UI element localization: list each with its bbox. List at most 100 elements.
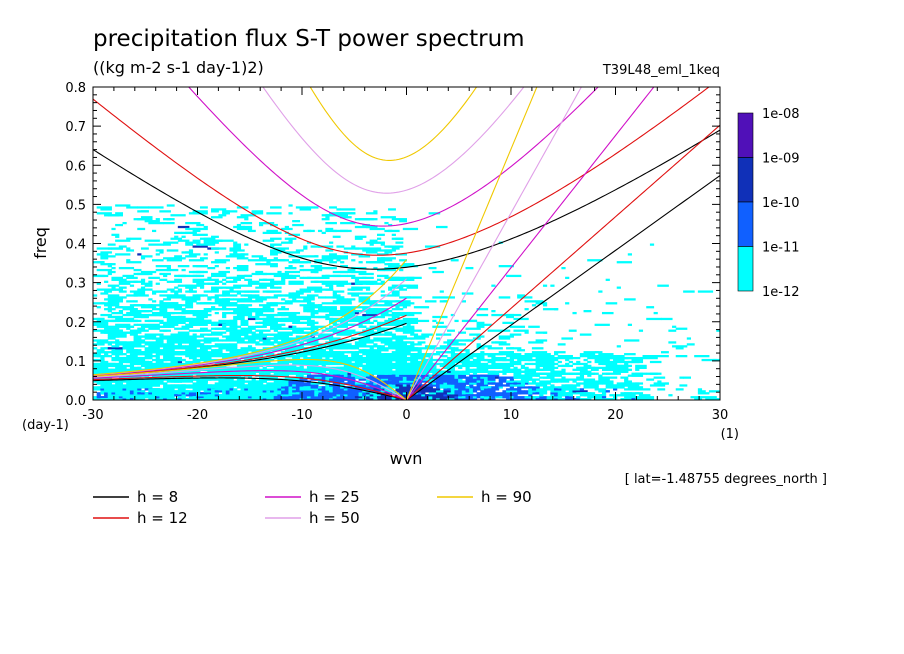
spectrum-cell [214,274,227,278]
spectrum-cell [222,353,234,356]
spectrum-cell [354,278,360,281]
spectrum-cell [270,280,286,283]
spectrum-cell [247,347,253,350]
spectrum-cell [362,313,378,317]
spectrum-cell [122,280,138,283]
spectrum-cell [306,294,319,297]
spectrum-cell [498,265,514,268]
spectrum-cell [199,286,205,289]
spectrum-cell [310,229,315,233]
spectrum-cell [255,329,271,332]
spectrum-cell [163,325,175,328]
spectrum-cell [380,216,396,219]
spectrum-cell [432,388,437,391]
spectrum-cell [469,339,474,342]
spectrum-cell [225,337,242,340]
spectrum-cell [369,356,378,360]
spectrum-cell [590,368,596,371]
spectrum-cell [314,290,323,293]
spectrum-cell [196,315,208,319]
spectrum-cell [281,241,293,244]
spectrum-cell [317,356,323,360]
spectrum-cell [317,370,326,373]
spectrum-cell [188,325,194,328]
spectrum-cell [140,335,153,338]
spectrum-cell [365,327,371,330]
spectrum-cell [509,347,522,350]
spectrum-cell [118,290,127,293]
spectrum-cell [310,288,323,291]
spectrum-cell [203,396,208,399]
spectrum-cell [144,392,149,395]
spectrum-cell [554,390,559,393]
spectrum-cell [133,398,138,400]
spectrum-cell [517,374,522,377]
spectrum-cell [299,315,315,319]
spectrum-cell [192,323,197,326]
spectrum-cell [340,343,345,346]
spectrum-cell [317,308,330,311]
spectrum-cell [384,259,393,262]
spectrum-cell [255,286,264,289]
spectrum-cell [115,355,120,358]
spectrum-cell [321,218,330,221]
spectrum-cell [531,390,537,393]
spectrum-cell [561,266,566,270]
spectrum-cell [214,396,219,399]
spectrum-cell [244,274,253,278]
spectrum-cell [340,366,345,369]
spectrum-cell [531,368,544,371]
spectrum-cell [211,208,227,211]
spectrum-cell [491,396,496,399]
spectrum-cell [166,311,171,315]
spectrum-cell [495,386,500,389]
spectrum-cell [384,343,396,346]
spectrum-cell [111,286,116,289]
spectrum-cell [174,257,186,260]
spectrum-cell [218,214,227,217]
spectrum-cell [329,325,334,328]
spectrum-cell [498,351,514,354]
spectrum-cell [93,388,105,391]
spectrum-cell [506,274,522,278]
spectrum-cell [583,392,592,395]
spectrum-cell [292,259,301,262]
spectrum-cell [240,333,245,336]
spectrum-cell [535,374,540,377]
spectrum-cell [229,368,234,371]
x-tick-label: -20 [187,408,208,423]
spectrum-cell [472,398,478,400]
spectrum-cell [601,368,614,371]
spectrum-cell [513,353,522,356]
spectrum-cell [251,341,260,344]
spectrum-cell [373,266,378,270]
spectrum-cell [550,366,555,369]
spectrum-cell [262,376,267,379]
spectrum-cell [594,398,610,400]
spectrum-cell [188,337,197,340]
spectrum-cell [332,378,345,381]
spectrum-cell [225,386,234,389]
spectrum-cell [240,321,249,325]
spectrum-cell [528,325,540,328]
spectrum-cell [369,366,382,369]
spectrum-cell [447,378,463,381]
spectrum-cell [281,298,286,301]
spectrum-cell [155,394,168,397]
spectrum-cell [605,398,610,400]
spectrum-cell [329,358,345,362]
spectrum-cell [96,382,112,385]
spectrum-cell [568,398,581,400]
spectrum-cell [472,382,478,385]
spectrum-cell [351,270,367,274]
spectrum-cell [140,306,157,309]
spectrum-cell [262,335,267,338]
spectrum-cell [399,384,404,387]
spectrum-cell [513,362,518,366]
spectrum-cell [402,302,415,305]
spectrum-cell [288,294,301,297]
spectrum-cell [535,384,548,387]
spectrum-cell [100,358,105,362]
spectrum-cell [266,212,282,215]
spectrum-cell [436,337,441,340]
